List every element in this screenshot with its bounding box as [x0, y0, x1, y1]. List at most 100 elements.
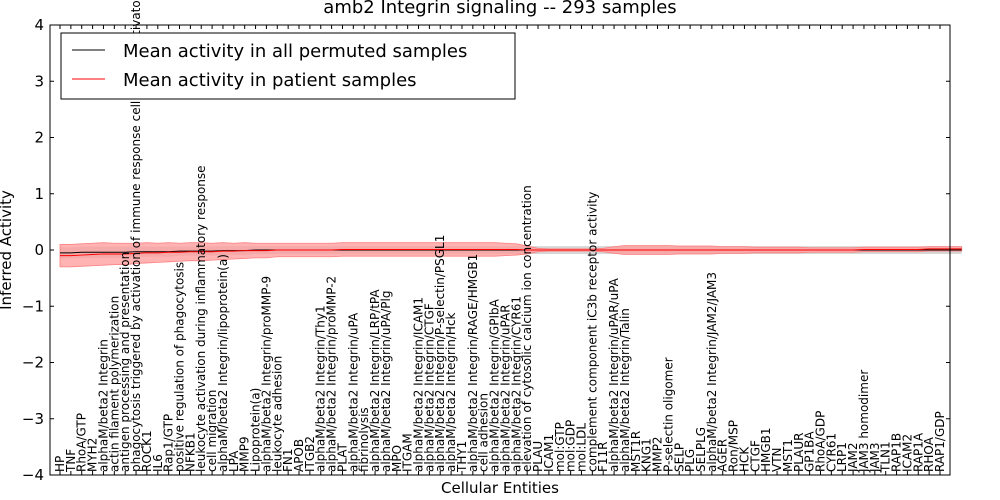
x-tick-label: Ron/MSP — [727, 420, 741, 472]
x-tick-label: complement component iC3b receptor activ… — [585, 192, 599, 472]
x-tick-label: PLAT — [335, 443, 349, 472]
x-tick-label: alphaM/beta2 Integrin — [96, 339, 110, 472]
x-tick-label: SELP — [672, 443, 686, 472]
x-tick-label: KNG1 — [640, 438, 654, 472]
y-tick-label: −1 — [22, 297, 44, 315]
plot-frame — [49, 24, 951, 476]
x-tick-label: alphaM/beta2 Integrin/uPA — [346, 312, 360, 472]
legend: Mean activity in all permuted samples Mea… — [60, 32, 516, 100]
x-tick-label: alphaM/beta2 Integrin/CYR61 — [509, 296, 523, 472]
x-tick-label: JAM3 homodimer — [857, 370, 871, 473]
y-tick-label: 1 — [34, 185, 44, 203]
x-tick-label: alphaM/beta2 Integrin/GPIbA — [488, 298, 502, 472]
x-tick-label: ITGAM — [401, 433, 415, 472]
x-tick-label: mol:GTP — [553, 422, 567, 472]
x-tick-label: AGER — [716, 439, 730, 472]
x-tick-label: CYR61 — [824, 433, 838, 472]
x-tick-label: CTGF — [748, 440, 762, 472]
x-tick-label: alphaM/beta2 Integrin/proMMP-2 — [325, 276, 339, 472]
y-tick-label: −4 — [22, 466, 44, 484]
series-line-1 — [60, 248, 962, 257]
x-tick-label: ROCK1 — [140, 430, 154, 472]
x-tick-label: TNF — [64, 449, 78, 473]
x-tick-label: LRP1 — [835, 442, 849, 472]
x-tick-label: RAP1A — [911, 432, 925, 472]
y-axis: −4 −3 −2 −1 0 1 2 3 4 — [22, 16, 950, 484]
legend-box — [60, 32, 516, 100]
x-tick-label: MST1 — [781, 439, 795, 472]
x-tick-label: MYH2 — [86, 438, 100, 472]
series-lines — [60, 248, 962, 257]
x-tick-label: alphaM/beta2 Integrin/CTGF — [422, 303, 436, 472]
x-tick-label: alphaM/beta2 Integrin/LRP/tPA — [368, 289, 382, 472]
x-tick-label: RAP1/GDP — [933, 411, 947, 472]
x-tick-label: ICAM2 — [900, 434, 914, 472]
x-tick-label: PLG — [683, 449, 697, 472]
x-tick-label: Lipoprotein(a) — [249, 388, 263, 472]
x-tick-label: ICAM1 — [542, 434, 556, 472]
x-tick-label: HP — [53, 456, 67, 472]
x-tick-label: cell migration — [205, 390, 219, 472]
x-tick-label: alphaM/beta2 Integrin/uPAR/uPA — [607, 277, 621, 472]
x-tick-label: HMGB1 — [759, 427, 773, 472]
x-tick-label: JAM2 — [846, 442, 860, 473]
x-tick-label: actin filament polymerization — [107, 296, 121, 472]
x-tick-label: elevation of cytosolic calcium ion conce… — [520, 185, 534, 472]
x-tick-label: MPO — [390, 445, 404, 472]
x-tick-label: leukocyte adhesion — [270, 356, 284, 472]
y-tick-label: 3 — [34, 72, 44, 90]
x-tick-label: LPA — [227, 450, 241, 472]
x-tick-label: PLAUR — [792, 432, 806, 472]
x-tick-label: IL6 — [151, 454, 165, 472]
x-tick-label: alphaM/beta2 Integrin/JAM2/JAM3 — [705, 272, 719, 472]
x-tick-label: cell adhesion — [477, 393, 491, 472]
x-tick-label: GP1BA — [803, 431, 817, 472]
x-tick-label: TLN1 — [879, 441, 893, 473]
legend-label: Mean activity in all permuted samples — [123, 41, 467, 62]
x-tick-label: MST1R — [629, 431, 643, 472]
x-tick-label: fibrinolysis — [357, 407, 371, 472]
x-tick-label: MMP9 — [238, 436, 252, 472]
confidence-bands — [59, 242, 963, 268]
x-tick-label: JAM3 — [868, 442, 882, 473]
y-tick-label: 4 — [34, 16, 44, 34]
x-tick-label: NFKB1 — [183, 432, 197, 472]
x-tick-label: THY1 — [455, 441, 469, 473]
x-tick-label: RAP1B — [890, 433, 904, 472]
x-tick-label: alphaM/beta2 Integrin/Hck — [444, 312, 458, 472]
x-tick-label: alphaM/beta2 Integrin/Talin — [618, 308, 632, 472]
y-tick-label: −2 — [22, 354, 44, 372]
legend-label: Mean activity in patient samples — [123, 70, 417, 91]
x-tick-label: Rap1/GTP — [162, 414, 176, 472]
y-axis-label: Inferred Activity — [0, 190, 15, 310]
x-tick-label: SELPLG — [694, 427, 708, 472]
x-tick-label: alphaM/beta2 Integrin/RAGE/HMGB1 — [466, 254, 480, 472]
x-tick-label: phagocytosis triggered by activation of … — [129, 0, 143, 472]
x-tick-label: alphaM/beta2 Integrin/P-selectin/PSGL1 — [433, 235, 447, 472]
x-tick-label: RHOA — [922, 436, 936, 472]
x-tick-label: leukocyte activation during inflammatory… — [194, 165, 208, 472]
x-tick-label: FN1 — [281, 448, 295, 472]
x-tick-label: F11R — [596, 441, 610, 472]
y-tick-label: 0 — [34, 241, 44, 259]
x-tick-label: RhoA/GTP — [75, 413, 89, 472]
x-tick-label: MMP2 — [651, 436, 665, 472]
x-tick-label: HCK — [737, 446, 751, 472]
x-tick-label: alphaM/beta2 Integrin/uPAR — [498, 304, 512, 472]
x-tick-label: alphaM/beta2 Integrin/ICAM1 — [412, 297, 426, 472]
x-tick-label: mol:GDP — [564, 420, 578, 472]
x-tick-label: PLAU — [531, 441, 545, 472]
x-tick-label: alphaM/beta2 Integrin/uPA/Plg — [379, 291, 393, 472]
x-tick-label: mol:LDL — [574, 423, 588, 472]
x-tick-label: RhoA/GDP — [813, 411, 827, 472]
x-tick-label: APOB — [292, 439, 306, 472]
x-tick-label: ITGB2 — [303, 436, 317, 472]
x-tick-label: positive regulation of phagocytosis — [173, 262, 187, 472]
x-tick-label: alphaM/beta2 Integrin/Thy1 — [314, 305, 328, 472]
y-tick-label: −3 — [22, 410, 44, 428]
y-tick-label: 2 — [34, 129, 44, 147]
chart-title: amb2 Integrin signaling -- 293 samples — [323, 0, 676, 18]
x-tick-label: VTN — [770, 447, 784, 472]
